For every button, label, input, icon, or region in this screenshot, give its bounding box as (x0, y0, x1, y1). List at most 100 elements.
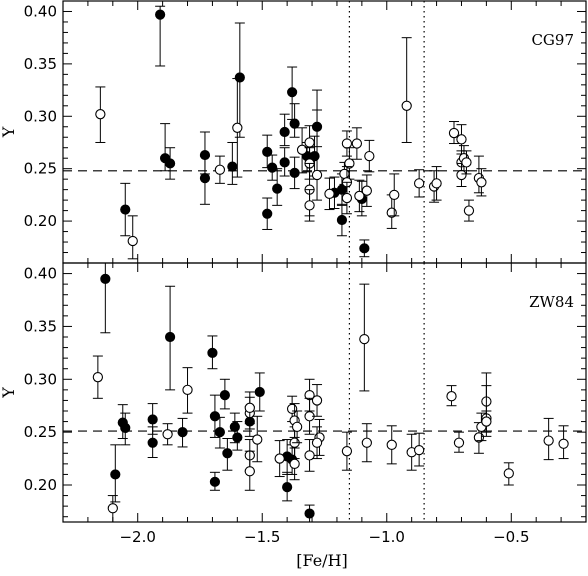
y-tick-label: 0.25 (24, 423, 57, 441)
marker (476, 177, 487, 188)
marker (311, 437, 323, 448)
marker (446, 391, 457, 402)
marker (229, 421, 240, 432)
data-point (456, 162, 467, 187)
data-point (267, 154, 278, 181)
data-point (453, 431, 465, 453)
data-point (304, 504, 315, 523)
marker (359, 333, 370, 345)
marker (354, 190, 365, 202)
marker (389, 189, 400, 201)
data-point (359, 283, 370, 392)
marker (164, 331, 176, 343)
marker (100, 273, 111, 284)
marker (324, 188, 335, 199)
marker (311, 395, 323, 406)
marker (267, 162, 278, 173)
marker (182, 384, 193, 396)
data-point (503, 462, 514, 486)
marker (289, 458, 300, 470)
marker (401, 100, 412, 111)
marker (274, 453, 285, 464)
data-point (476, 168, 487, 197)
data-point (274, 440, 285, 478)
data-point (311, 384, 323, 417)
marker (341, 446, 353, 457)
data-point (209, 471, 221, 491)
data-point (279, 113, 290, 147)
marker (558, 438, 569, 449)
data-point (232, 78, 243, 178)
marker (453, 437, 465, 448)
marker (386, 439, 397, 450)
panel-label: ZW84 (529, 293, 574, 311)
series-filled (100, 262, 315, 523)
y-tick-label: 0.40 (24, 2, 57, 20)
marker (543, 435, 554, 446)
marker (95, 109, 106, 120)
data-point (314, 418, 325, 456)
y-tick-label: 0.35 (24, 317, 57, 335)
data-point (207, 335, 218, 370)
marker (120, 204, 131, 215)
y-tick-label: 0.20 (24, 212, 57, 230)
data-point (262, 197, 273, 230)
data-point (182, 367, 193, 414)
marker (162, 429, 173, 440)
data-point (279, 147, 290, 177)
data-point (254, 372, 265, 412)
data-point (341, 181, 353, 215)
marker (244, 466, 255, 477)
data-point (234, 22, 245, 138)
data-point (456, 124, 467, 155)
data-point (543, 417, 554, 461)
y-tick-label: 0.25 (24, 160, 57, 178)
marker (120, 422, 131, 434)
data-point (110, 444, 121, 503)
data-point (446, 385, 457, 407)
y-tick-label: 0.20 (24, 476, 57, 494)
marker (207, 347, 218, 358)
x-tick-label: −1.5 (244, 528, 280, 546)
marker (413, 178, 425, 189)
y-tick-label: 0.40 (24, 265, 57, 283)
data-point (214, 155, 226, 184)
marker (199, 173, 211, 184)
data-point (558, 425, 569, 460)
data-point (232, 421, 243, 451)
y-tick-label: 0.35 (24, 55, 57, 73)
series-filled (120, 5, 370, 258)
marker (147, 437, 158, 448)
data-point (413, 169, 425, 198)
marker (232, 122, 243, 133)
data-point (351, 127, 363, 160)
data-point (463, 199, 475, 222)
x-axis-label: [Fe/H] (296, 551, 348, 570)
marker (341, 138, 353, 149)
marker (364, 150, 375, 162)
panel-zw84: 0.20 0.25 0.30 0.35 0.40 −2.0 −1.5 −1.0 −0.5 ZW84… (0, 262, 587, 546)
data-point (199, 155, 211, 205)
marker (164, 158, 176, 169)
marker (344, 158, 355, 169)
y-tick-label: 0.30 (24, 107, 57, 125)
marker (252, 434, 263, 445)
y-axis-label: Y (0, 387, 18, 399)
x-tick-label: −1.0 (369, 528, 405, 546)
data-point (147, 426, 158, 459)
data-point (227, 141, 238, 185)
data-point (100, 262, 111, 334)
data-point (252, 415, 263, 463)
data-point (311, 426, 323, 460)
data-point (304, 439, 315, 472)
data-point (354, 179, 365, 213)
marker (92, 372, 104, 383)
marker (339, 168, 350, 180)
marker (209, 476, 221, 487)
data-point (162, 423, 173, 446)
data-point (359, 239, 370, 258)
marker (304, 508, 315, 519)
marker (155, 9, 166, 20)
marker (304, 137, 315, 148)
marker (127, 235, 138, 247)
